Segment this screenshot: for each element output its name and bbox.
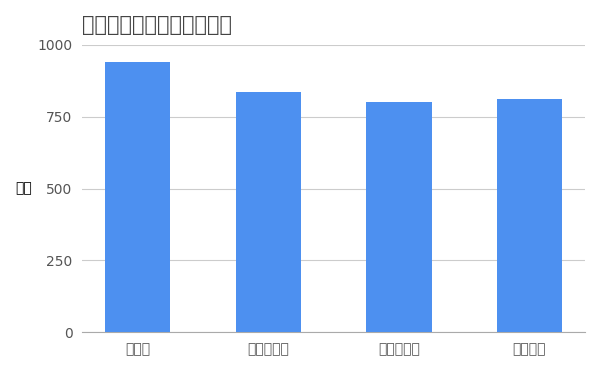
- Bar: [497, 99, 562, 332]
- Bar: [366, 102, 431, 332]
- Bar: [236, 92, 301, 332]
- Y-axis label: 万円: 万円: [15, 181, 32, 196]
- Bar: [105, 62, 170, 332]
- Text: 競合他社との平均年収比較: 競合他社との平均年収比較: [82, 15, 232, 35]
